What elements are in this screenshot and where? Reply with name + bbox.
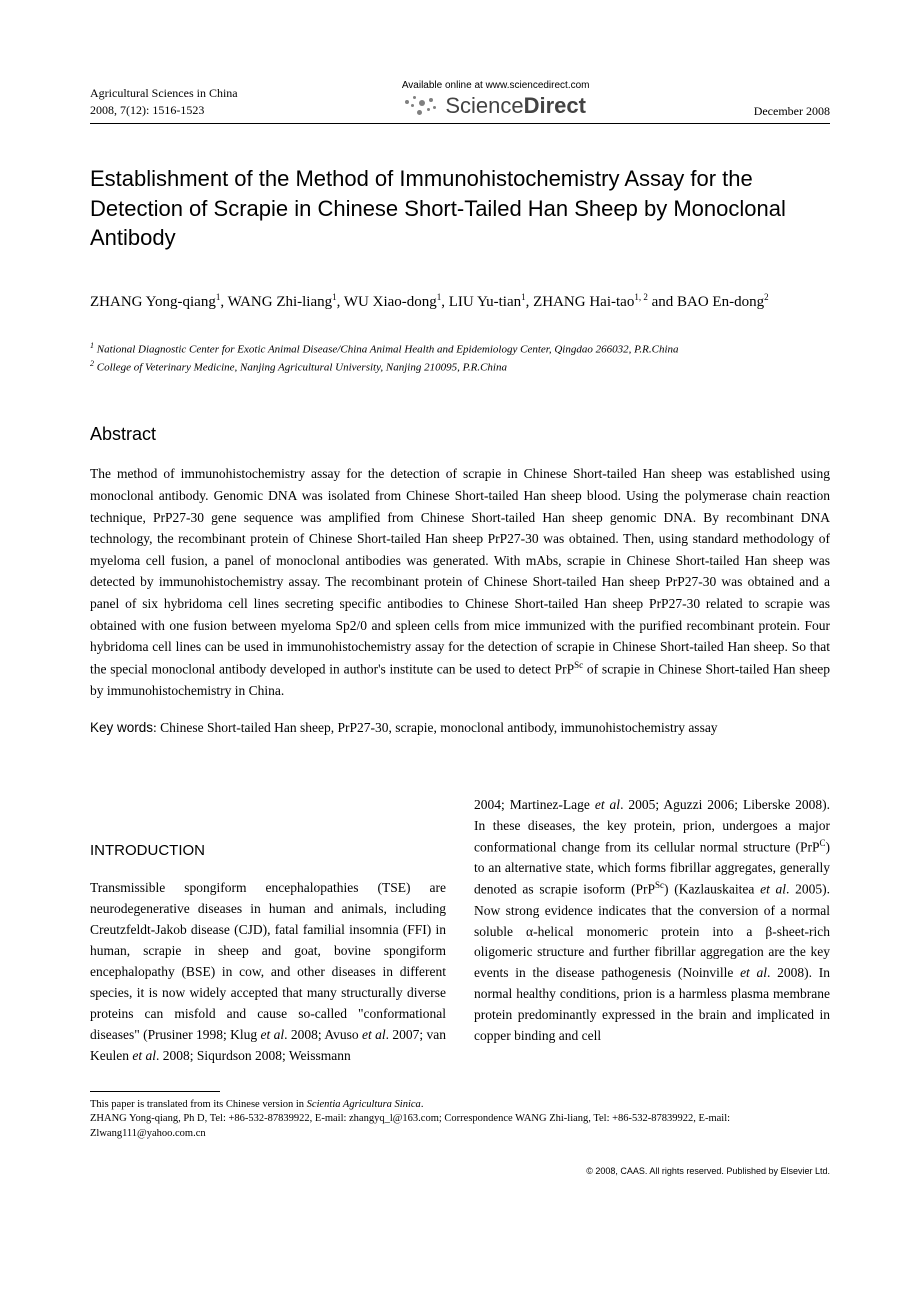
introduction-heading: INTRODUCTION <box>90 839 446 862</box>
copyright-notice: © 2008, CAAS. All rights reserved. Publi… <box>90 1166 830 1176</box>
available-online-text: Available online at www.sciencedirect.co… <box>238 80 754 91</box>
affiliations: 1 National Diagnostic Center for Exotic … <box>90 340 830 376</box>
journal-citation: 2008, 7(12): 1516-1523 <box>90 102 238 119</box>
sciencedirect-dots-icon <box>405 96 439 116</box>
sciencedirect-logo: ScienceDirect <box>238 93 754 119</box>
footnote-line-2: ZHANG Yong-qiang, Ph D, Tel: +86-532-878… <box>90 1112 830 1141</box>
keywords-value: : Chinese Short-tailed Han sheep, PrP27-… <box>153 720 718 735</box>
keywords-label: Key words <box>90 720 153 735</box>
footnote-separator <box>90 1091 220 1092</box>
column-left: INTRODUCTION Transmissible spongiform en… <box>90 795 446 1067</box>
affiliation-1: 1 National Diagnostic Center for Exotic … <box>90 340 830 358</box>
abstract-heading: Abstract <box>90 424 830 445</box>
page-header: Agricultural Sciences in China 2008, 7(1… <box>90 80 830 124</box>
keywords: Key words: Chinese Short-tailed Han shee… <box>90 717 830 739</box>
footnotes: This paper is translated from its Chines… <box>90 1098 830 1142</box>
authors-list: ZHANG Yong-qiang1, WANG Zhi-liang1, WU X… <box>90 289 830 316</box>
issue-date: December 2008 <box>754 104 830 119</box>
footnote-line-1: This paper is translated from its Chines… <box>90 1098 830 1113</box>
intro-text-left: Transmissible spongiform encephalopathie… <box>90 878 446 1066</box>
sciencedirect-text: ScienceDirect <box>445 93 586 119</box>
affiliation-2: 2 College of Veterinary Medicine, Nanjin… <box>90 358 830 376</box>
introduction-columns: INTRODUCTION Transmissible spongiform en… <box>90 795 830 1067</box>
article-title: Establishment of the Method of Immunohis… <box>90 164 830 253</box>
abstract-text: The method of immunohistochemistry assay… <box>90 463 830 701</box>
column-right: 2004; Martinez-Lage et al. 2005; Aguzzi … <box>474 795 830 1067</box>
sciencedirect-brand: Available online at www.sciencedirect.co… <box>238 80 754 119</box>
journal-name: Agricultural Sciences in China <box>90 85 238 102</box>
journal-info: Agricultural Sciences in China 2008, 7(1… <box>90 85 238 119</box>
